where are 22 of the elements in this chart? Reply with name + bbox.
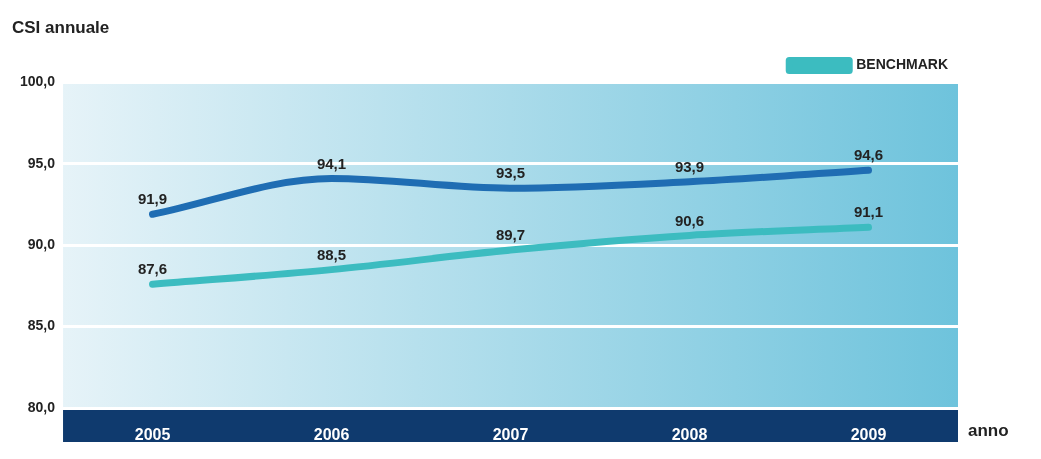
y-tick-label: 90,0 xyxy=(27,236,56,253)
y-tick-label: 100,0 xyxy=(19,73,56,90)
x-tick-label: 2008 xyxy=(671,426,708,444)
y-tick-label: 80,0 xyxy=(27,398,56,415)
data-label: 88,5 xyxy=(316,245,347,263)
legend-label: BENCHMARK xyxy=(856,56,949,73)
data-label: 93,5 xyxy=(495,164,526,182)
y-tick-label: 95,0 xyxy=(27,154,56,171)
x-axis-title: anno xyxy=(968,420,1009,440)
data-label: 90,6 xyxy=(674,211,705,229)
data-label: 94,6 xyxy=(853,146,884,164)
data-label: 89,7 xyxy=(495,226,526,244)
data-label: 91,9 xyxy=(137,190,168,208)
data-label: 91,1 xyxy=(853,203,884,221)
y-tick-label: 85,0 xyxy=(27,317,56,334)
x-tick-label: 2005 xyxy=(134,426,171,444)
x-tick-label: 2006 xyxy=(313,426,350,444)
x-tick-label: 2007 xyxy=(492,426,529,444)
data-label: 94,1 xyxy=(316,154,347,172)
chart-title: CSI annuale xyxy=(12,17,110,37)
data-label: 87,6 xyxy=(137,260,168,278)
x-tick-label: 2009 xyxy=(850,426,887,444)
